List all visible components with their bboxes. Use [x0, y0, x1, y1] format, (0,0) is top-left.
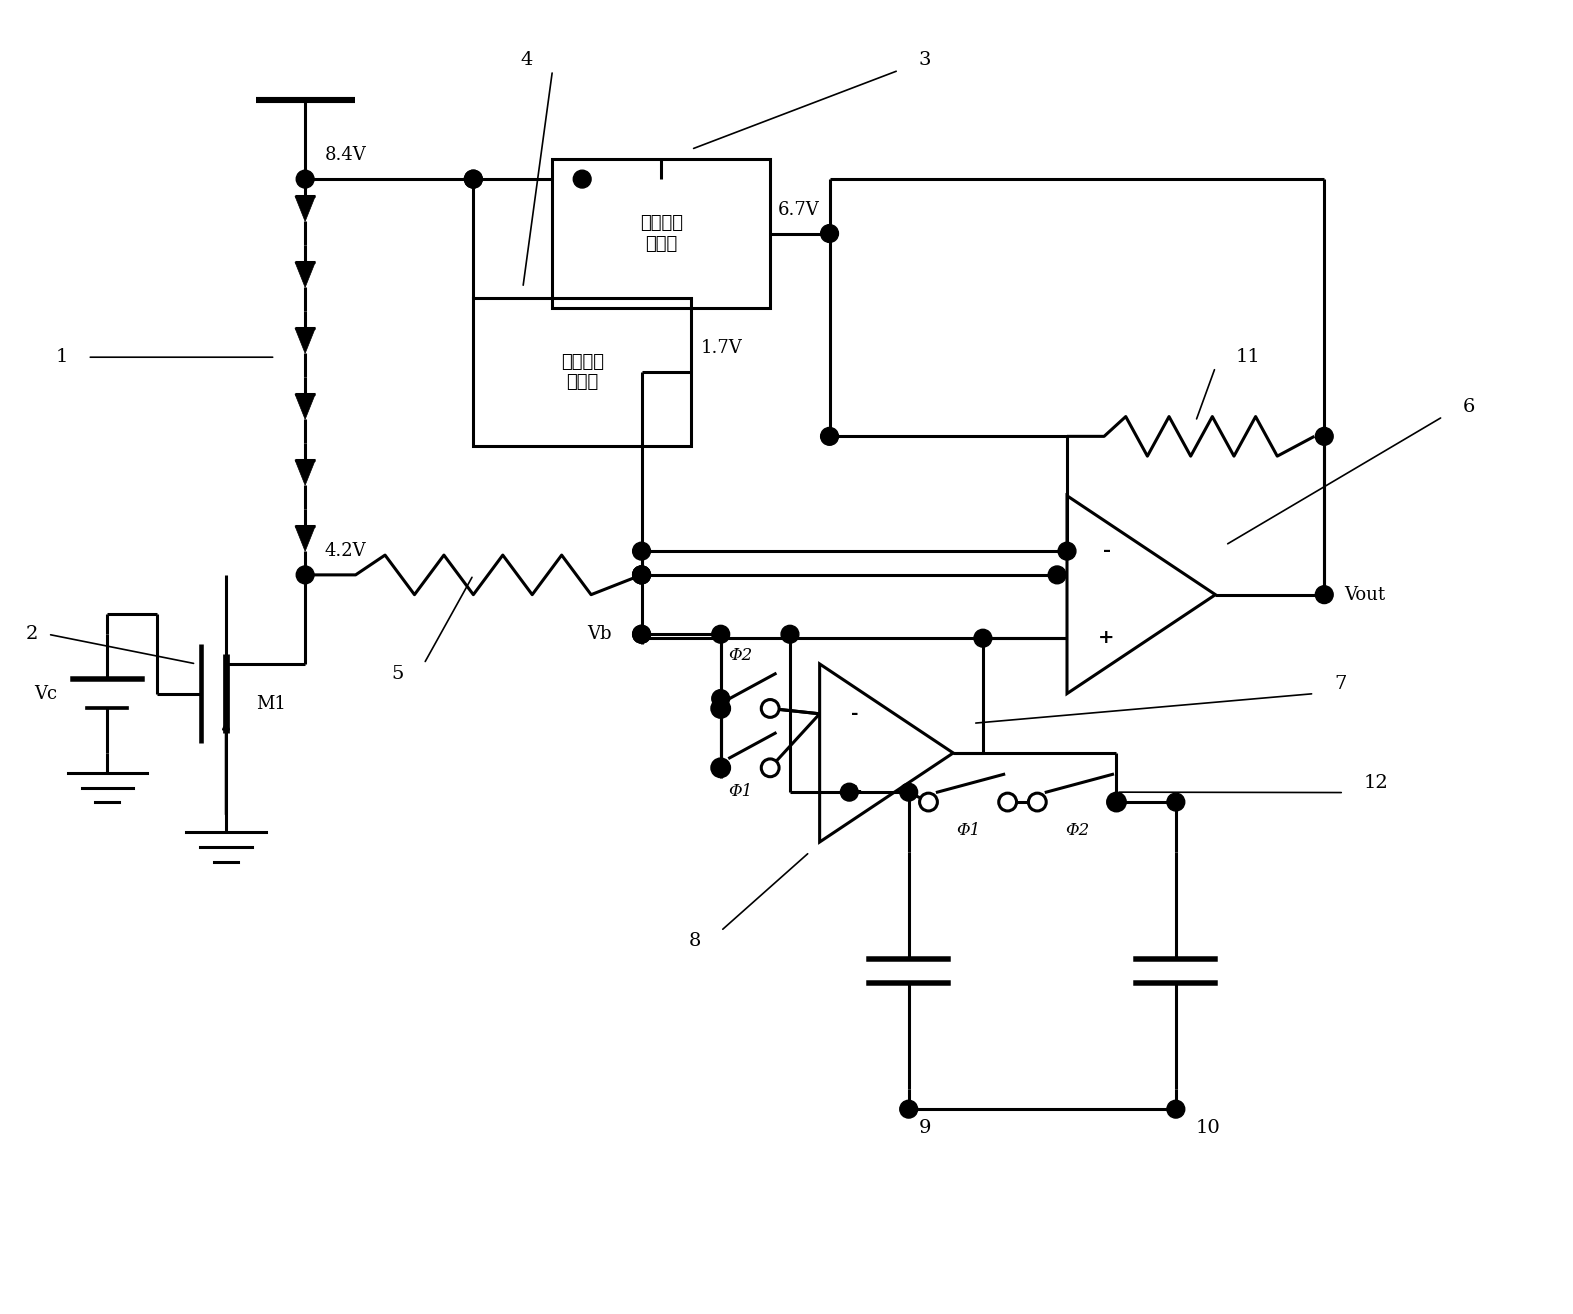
Circle shape — [713, 699, 730, 717]
Circle shape — [464, 171, 483, 188]
Polygon shape — [296, 460, 315, 485]
Text: +: + — [846, 783, 862, 802]
Text: 7: 7 — [1334, 674, 1346, 692]
Text: 8.4V: 8.4V — [326, 146, 367, 164]
Polygon shape — [296, 261, 315, 288]
Circle shape — [761, 699, 779, 717]
Circle shape — [573, 171, 591, 188]
Text: Vout: Vout — [1343, 586, 1386, 603]
Circle shape — [1315, 427, 1334, 445]
Circle shape — [974, 629, 993, 646]
Text: 1: 1 — [55, 348, 68, 367]
Text: Φ2: Φ2 — [728, 646, 752, 664]
Text: 第一降压
稳压器: 第一降压 稳压器 — [640, 214, 683, 252]
Polygon shape — [296, 328, 315, 353]
Text: 4.2V: 4.2V — [326, 543, 367, 560]
Circle shape — [632, 566, 651, 583]
Circle shape — [1107, 794, 1125, 811]
Circle shape — [900, 783, 917, 802]
Text: 1.7V: 1.7V — [702, 339, 742, 357]
Circle shape — [296, 566, 315, 583]
Circle shape — [632, 566, 651, 583]
Circle shape — [296, 171, 315, 188]
Circle shape — [782, 625, 799, 643]
Circle shape — [632, 543, 651, 560]
Bar — [473, 298, 691, 447]
Text: 2: 2 — [25, 625, 38, 644]
Polygon shape — [296, 394, 315, 419]
Circle shape — [920, 794, 938, 811]
Text: 第二降压
稳压器: 第二降压 稳压器 — [560, 352, 604, 392]
Text: Φ2: Φ2 — [1065, 821, 1089, 838]
Circle shape — [713, 759, 730, 777]
Polygon shape — [296, 526, 315, 552]
Text: M1: M1 — [256, 695, 286, 712]
Circle shape — [632, 625, 651, 643]
Text: 3: 3 — [919, 51, 931, 70]
Circle shape — [713, 759, 730, 777]
Circle shape — [761, 759, 779, 777]
Text: 6: 6 — [1463, 398, 1475, 415]
Text: -: - — [1103, 543, 1111, 560]
Circle shape — [1167, 794, 1184, 811]
Text: 9: 9 — [919, 1120, 931, 1137]
Circle shape — [900, 1100, 917, 1118]
Circle shape — [1048, 566, 1066, 583]
Text: Vc: Vc — [35, 685, 58, 703]
Circle shape — [1315, 586, 1334, 603]
Text: -: - — [851, 704, 857, 723]
Text: 12: 12 — [1364, 774, 1389, 791]
Circle shape — [713, 699, 730, 717]
Circle shape — [821, 225, 838, 242]
Circle shape — [1059, 543, 1076, 560]
Circle shape — [1167, 1100, 1184, 1118]
Circle shape — [821, 427, 838, 445]
Text: 11: 11 — [1235, 348, 1260, 367]
Circle shape — [840, 783, 859, 802]
Circle shape — [999, 794, 1016, 811]
Polygon shape — [296, 196, 315, 222]
Circle shape — [1107, 794, 1125, 811]
Text: Vb: Vb — [587, 625, 612, 644]
Text: Φ1: Φ1 — [728, 783, 752, 800]
Text: +: + — [1098, 629, 1115, 648]
Circle shape — [632, 566, 651, 583]
Text: 8: 8 — [689, 932, 702, 950]
Circle shape — [632, 625, 651, 643]
Circle shape — [713, 690, 730, 707]
Bar — [552, 159, 771, 307]
Text: 10: 10 — [1195, 1120, 1221, 1137]
Circle shape — [713, 625, 730, 643]
Circle shape — [464, 171, 483, 188]
Text: 5: 5 — [392, 665, 404, 683]
Text: 6.7V: 6.7V — [779, 201, 820, 218]
Text: 4: 4 — [521, 51, 533, 70]
Text: Φ1: Φ1 — [956, 821, 980, 838]
Circle shape — [1029, 794, 1046, 811]
